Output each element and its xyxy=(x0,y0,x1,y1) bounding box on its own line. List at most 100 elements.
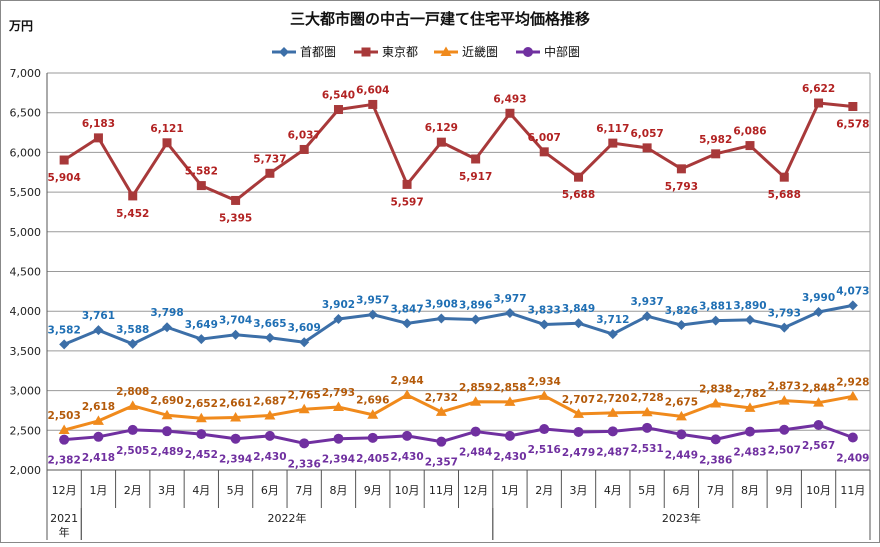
data-label-3: 2,567 xyxy=(802,440,835,452)
data-point-3 xyxy=(333,433,344,444)
data-label-0: 3,937 xyxy=(630,296,663,308)
legend-label-3: 中部圏 xyxy=(544,44,580,59)
data-point-1 xyxy=(539,147,549,157)
data-label-1: 6,604 xyxy=(356,84,389,96)
data-point-2 xyxy=(744,402,756,412)
data-label-3: 2,487 xyxy=(596,446,629,458)
data-point-3 xyxy=(93,431,104,442)
data-label-1: 6,117 xyxy=(596,123,629,135)
series-line-3 xyxy=(64,423,854,445)
data-label-2: 2,732 xyxy=(425,392,458,404)
series-line-0 xyxy=(63,303,854,346)
data-label-0: 3,896 xyxy=(459,299,492,311)
data-point-0 xyxy=(59,339,70,350)
y-tick-label: 2,500 xyxy=(10,424,42,437)
data-label-1: 5,582 xyxy=(185,166,218,178)
data-label-3: 2,357 xyxy=(425,457,458,469)
data-label-0: 3,582 xyxy=(48,324,81,336)
data-point-0 xyxy=(127,338,138,349)
data-point-1 xyxy=(299,144,309,154)
data-point-1 xyxy=(93,133,103,143)
data-label-0: 3,826 xyxy=(665,305,698,317)
data-label-2: 2,503 xyxy=(48,410,81,422)
data-point-1 xyxy=(814,98,824,108)
data-point-1 xyxy=(848,102,858,112)
x-tick-label: 6月 xyxy=(672,484,690,497)
data-point-2 xyxy=(161,409,173,420)
data-label-2: 2,873 xyxy=(768,381,801,393)
data-point-0 xyxy=(402,318,413,329)
data-point-0 xyxy=(264,332,275,343)
data-point-1 xyxy=(436,137,446,147)
x-tick-label: 9月 xyxy=(364,484,382,497)
data-point-2 xyxy=(504,396,516,406)
data-point-3 xyxy=(230,433,241,444)
x-tick-label: 4月 xyxy=(604,484,622,497)
y-tick-label: 6,000 xyxy=(10,146,42,159)
x-tick-label: 2月 xyxy=(124,484,142,497)
data-label-2: 2,859 xyxy=(459,382,492,394)
data-label-0: 3,649 xyxy=(185,319,218,331)
data-point-3 xyxy=(642,422,653,433)
data-label-0: 3,588 xyxy=(116,324,149,336)
data-point-0 xyxy=(676,320,687,331)
series-line-1 xyxy=(63,101,854,202)
x-tick-label: 6月 xyxy=(261,484,279,497)
data-label-1: 5,452 xyxy=(116,208,149,220)
data-label-2: 2,793 xyxy=(322,387,355,399)
year-label: 2022年 xyxy=(268,511,307,525)
data-point-2 xyxy=(675,410,687,421)
data-point-3 xyxy=(607,426,618,437)
x-tick-label: 12月 xyxy=(463,484,488,497)
data-label-3: 2,479 xyxy=(562,447,595,459)
data-point-0 xyxy=(642,311,653,322)
data-label-1: 5,982 xyxy=(699,134,732,146)
data-point-3 xyxy=(196,429,207,440)
x-tick-label: 3月 xyxy=(570,484,588,497)
legend-label-0: 首都圏 xyxy=(300,45,336,59)
data-label-2: 2,720 xyxy=(596,393,629,405)
data-point-3 xyxy=(710,434,721,445)
data-point-2 xyxy=(230,412,242,422)
data-point-1 xyxy=(574,172,584,182)
x-tick-label: 2月 xyxy=(535,484,553,497)
data-label-3: 2,430 xyxy=(390,451,423,463)
data-label-3: 2,452 xyxy=(185,449,218,461)
data-label-2: 2,765 xyxy=(288,389,321,401)
data-point-2 xyxy=(538,390,550,400)
data-point-3 xyxy=(676,429,687,440)
data-label-2: 2,652 xyxy=(185,398,218,410)
x-tick-label: 12月 xyxy=(52,484,77,497)
data-label-0: 3,833 xyxy=(528,304,561,316)
data-label-0: 3,665 xyxy=(253,318,286,330)
series-group xyxy=(58,98,859,449)
data-point-0 xyxy=(470,314,481,325)
data-label-0: 3,977 xyxy=(493,293,526,305)
data-point-2 xyxy=(92,415,104,425)
data-point-0 xyxy=(847,300,858,311)
data-point-2 xyxy=(127,400,139,410)
data-point-3 xyxy=(162,426,173,437)
data-point-0 xyxy=(573,318,584,329)
legend-label-1: 東京都 xyxy=(382,45,418,59)
data-label-1: 6,086 xyxy=(733,126,766,138)
year-label-suffix: 年 xyxy=(59,525,70,539)
x-tick-label: 5月 xyxy=(638,484,656,497)
data-point-2 xyxy=(401,389,413,400)
data-label-2: 2,696 xyxy=(356,395,389,407)
data-label-3: 2,386 xyxy=(699,454,732,466)
data-label-0: 3,793 xyxy=(768,308,801,320)
data-point-3 xyxy=(127,424,138,435)
data-point-3 xyxy=(813,419,824,430)
data-label-3: 2,516 xyxy=(528,444,561,456)
data-label-2: 2,675 xyxy=(665,396,698,408)
legend-marker-1 xyxy=(361,47,371,57)
data-point-3 xyxy=(299,438,310,449)
data-point-3 xyxy=(847,432,858,443)
data-point-1 xyxy=(745,141,755,151)
data-point-3 xyxy=(59,434,70,445)
data-label-2: 2,687 xyxy=(253,395,286,407)
data-label-0: 3,798 xyxy=(150,307,183,319)
x-tick-label: 4月 xyxy=(192,484,210,497)
